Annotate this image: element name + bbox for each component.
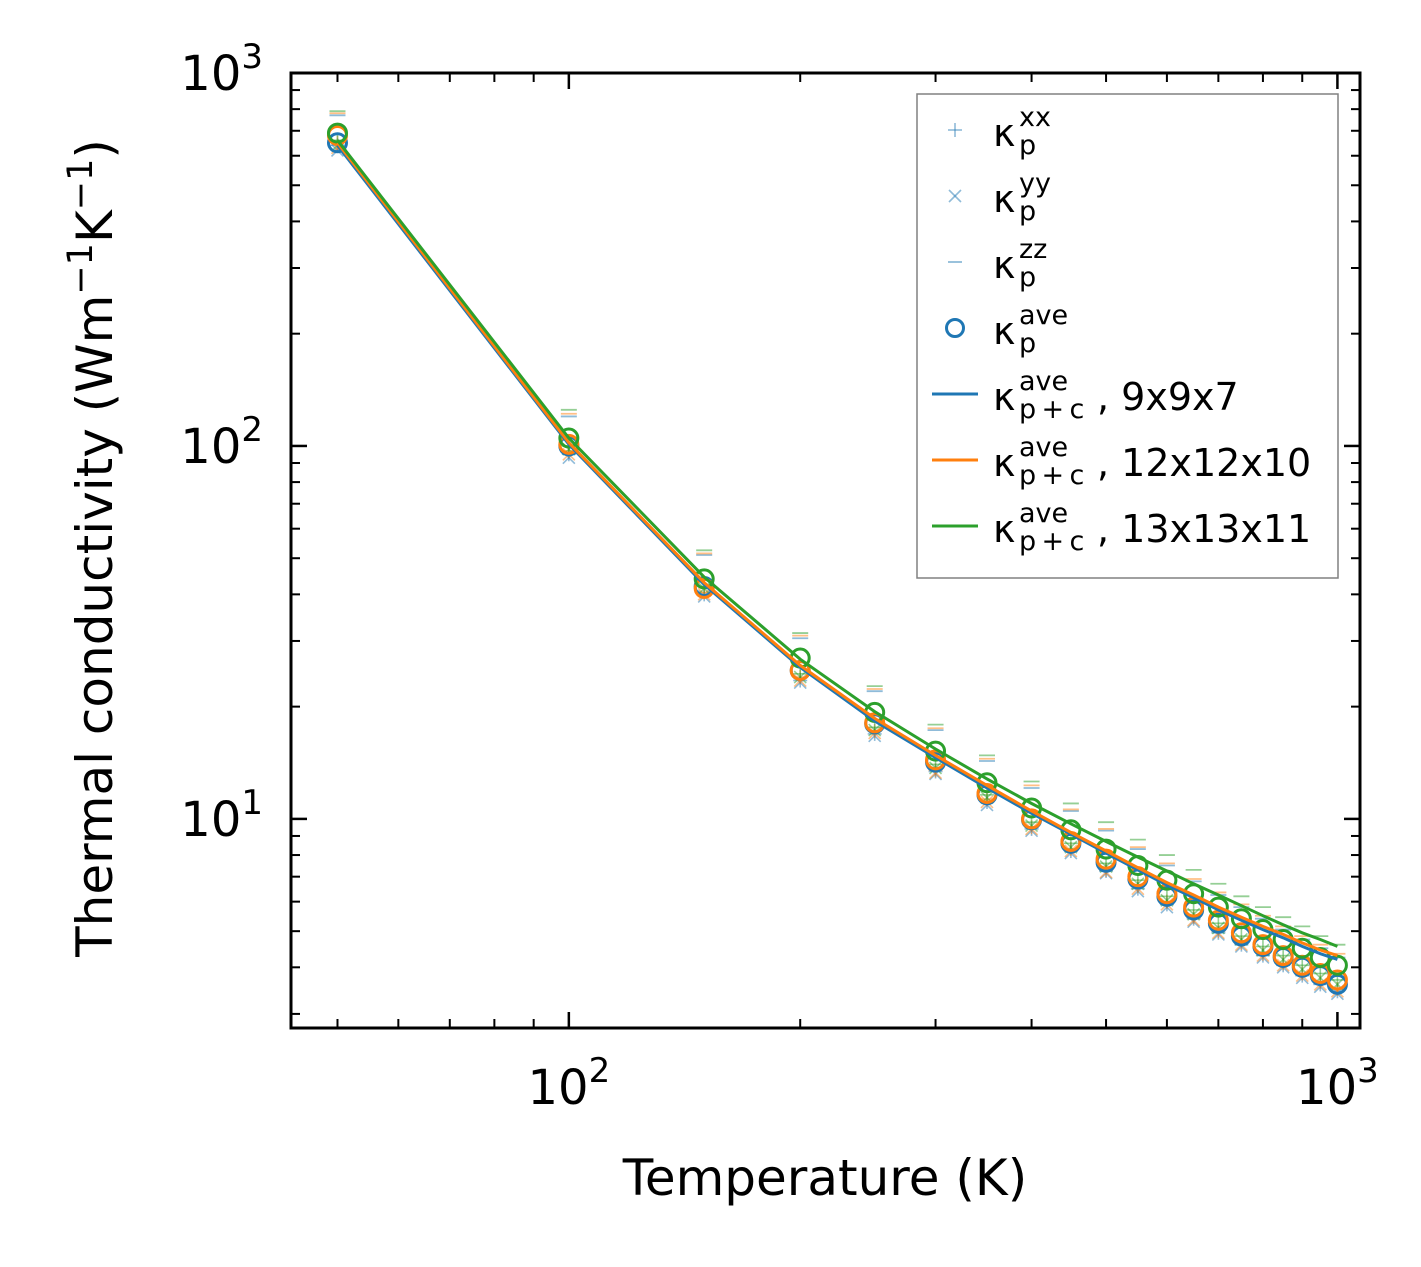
kpc-line-12x12x10 [336, 141, 1338, 958]
x-tick-label: 103 [1296, 1051, 1379, 1116]
kyy-marker-13x13x11-b [1025, 818, 1039, 833]
legend-entry: κ xx p [948, 102, 1051, 161]
kyy-marker-13x13x11 [793, 670, 807, 684]
scatter-layer [326, 110, 1348, 1001]
kyy-marker-13x13x11 [1025, 818, 1039, 833]
legend-label: κ ave p + c, 9x9x7 [993, 366, 1239, 425]
legend-circle-marker [945, 318, 965, 338]
kave-marker-12x12x10 [1230, 922, 1252, 944]
kyy-marker-13x13x11-b [793, 670, 807, 684]
kave-marker-13x13x11 [558, 427, 580, 449]
legend-entry: κ ave p [945, 300, 1068, 359]
kave-marker-13x13x11 [1326, 954, 1348, 976]
legend-entry: κ zz p [948, 234, 1047, 293]
kave-marker-12x12x10 [1272, 945, 1294, 967]
legend-label: κ ave p + c, 12x12x10 [993, 432, 1311, 491]
x-axis-label: Temperature (K) [622, 1149, 1027, 1207]
kave-marker-12x12x10 [558, 433, 580, 455]
legend: κ xx p κ yy p κ zz p κ ave p κ ave p + c, 9x9x7 κ ave p +… [916, 93, 1339, 579]
kave-marker-12x12x10 [1252, 934, 1274, 956]
legend-label: κ ave p [993, 300, 1068, 359]
kave-marker-9x9x7 [326, 132, 348, 154]
legend-label: κ ave p + c, 13x13x11 [993, 498, 1311, 557]
kyy-marker-13x13x11 [868, 723, 882, 737]
kyy-marker-13x13x11-b [868, 723, 882, 737]
legend-label: κ xx p [993, 102, 1051, 161]
kave-marker-13x13x11 [1291, 937, 1313, 959]
y-axis-label: Thermal conductivity (Wm−1K−1) [61, 139, 124, 958]
line-layer [336, 139, 1338, 961]
legend-box [916, 93, 1339, 579]
kave-marker-13x13x11 [1230, 908, 1252, 930]
kpc-line-9x9x7 [336, 144, 1338, 961]
kave-marker-12x12x10 [1326, 969, 1348, 991]
legend-entry: κ ave p + c, 13x13x11 [932, 498, 1311, 557]
legend-entries: κ xx p κ yy p κ zz p κ ave p κ ave p + c, 9x9x7 κ ave p +… [932, 102, 1311, 557]
axes-frame [289, 71, 1362, 1030]
kxx-marker-13x13x11 [980, 787, 995, 802]
legend-label: κ zz p [993, 234, 1047, 293]
legend-entry: κ ave p + c, 9x9x7 [932, 366, 1239, 425]
legend-cross-marker-b [948, 189, 962, 203]
kave-marker-13x13x11 [1207, 896, 1229, 918]
y-tick-label: 101 [180, 783, 263, 848]
y-tick-label: 103 [180, 37, 263, 102]
y-tick-label: 102 [180, 410, 263, 475]
kave-marker-13x13x11 [693, 568, 715, 590]
kpc-line-13x13x11 [336, 139, 1338, 948]
legend-label: κ yy p [993, 168, 1051, 227]
plot-area [326, 110, 1348, 1001]
legend-entry: κ ave p + c, 12x12x10 [932, 432, 1311, 491]
legend-entry: κ yy p [948, 168, 1051, 227]
x-tick-label: 102 [527, 1051, 610, 1116]
